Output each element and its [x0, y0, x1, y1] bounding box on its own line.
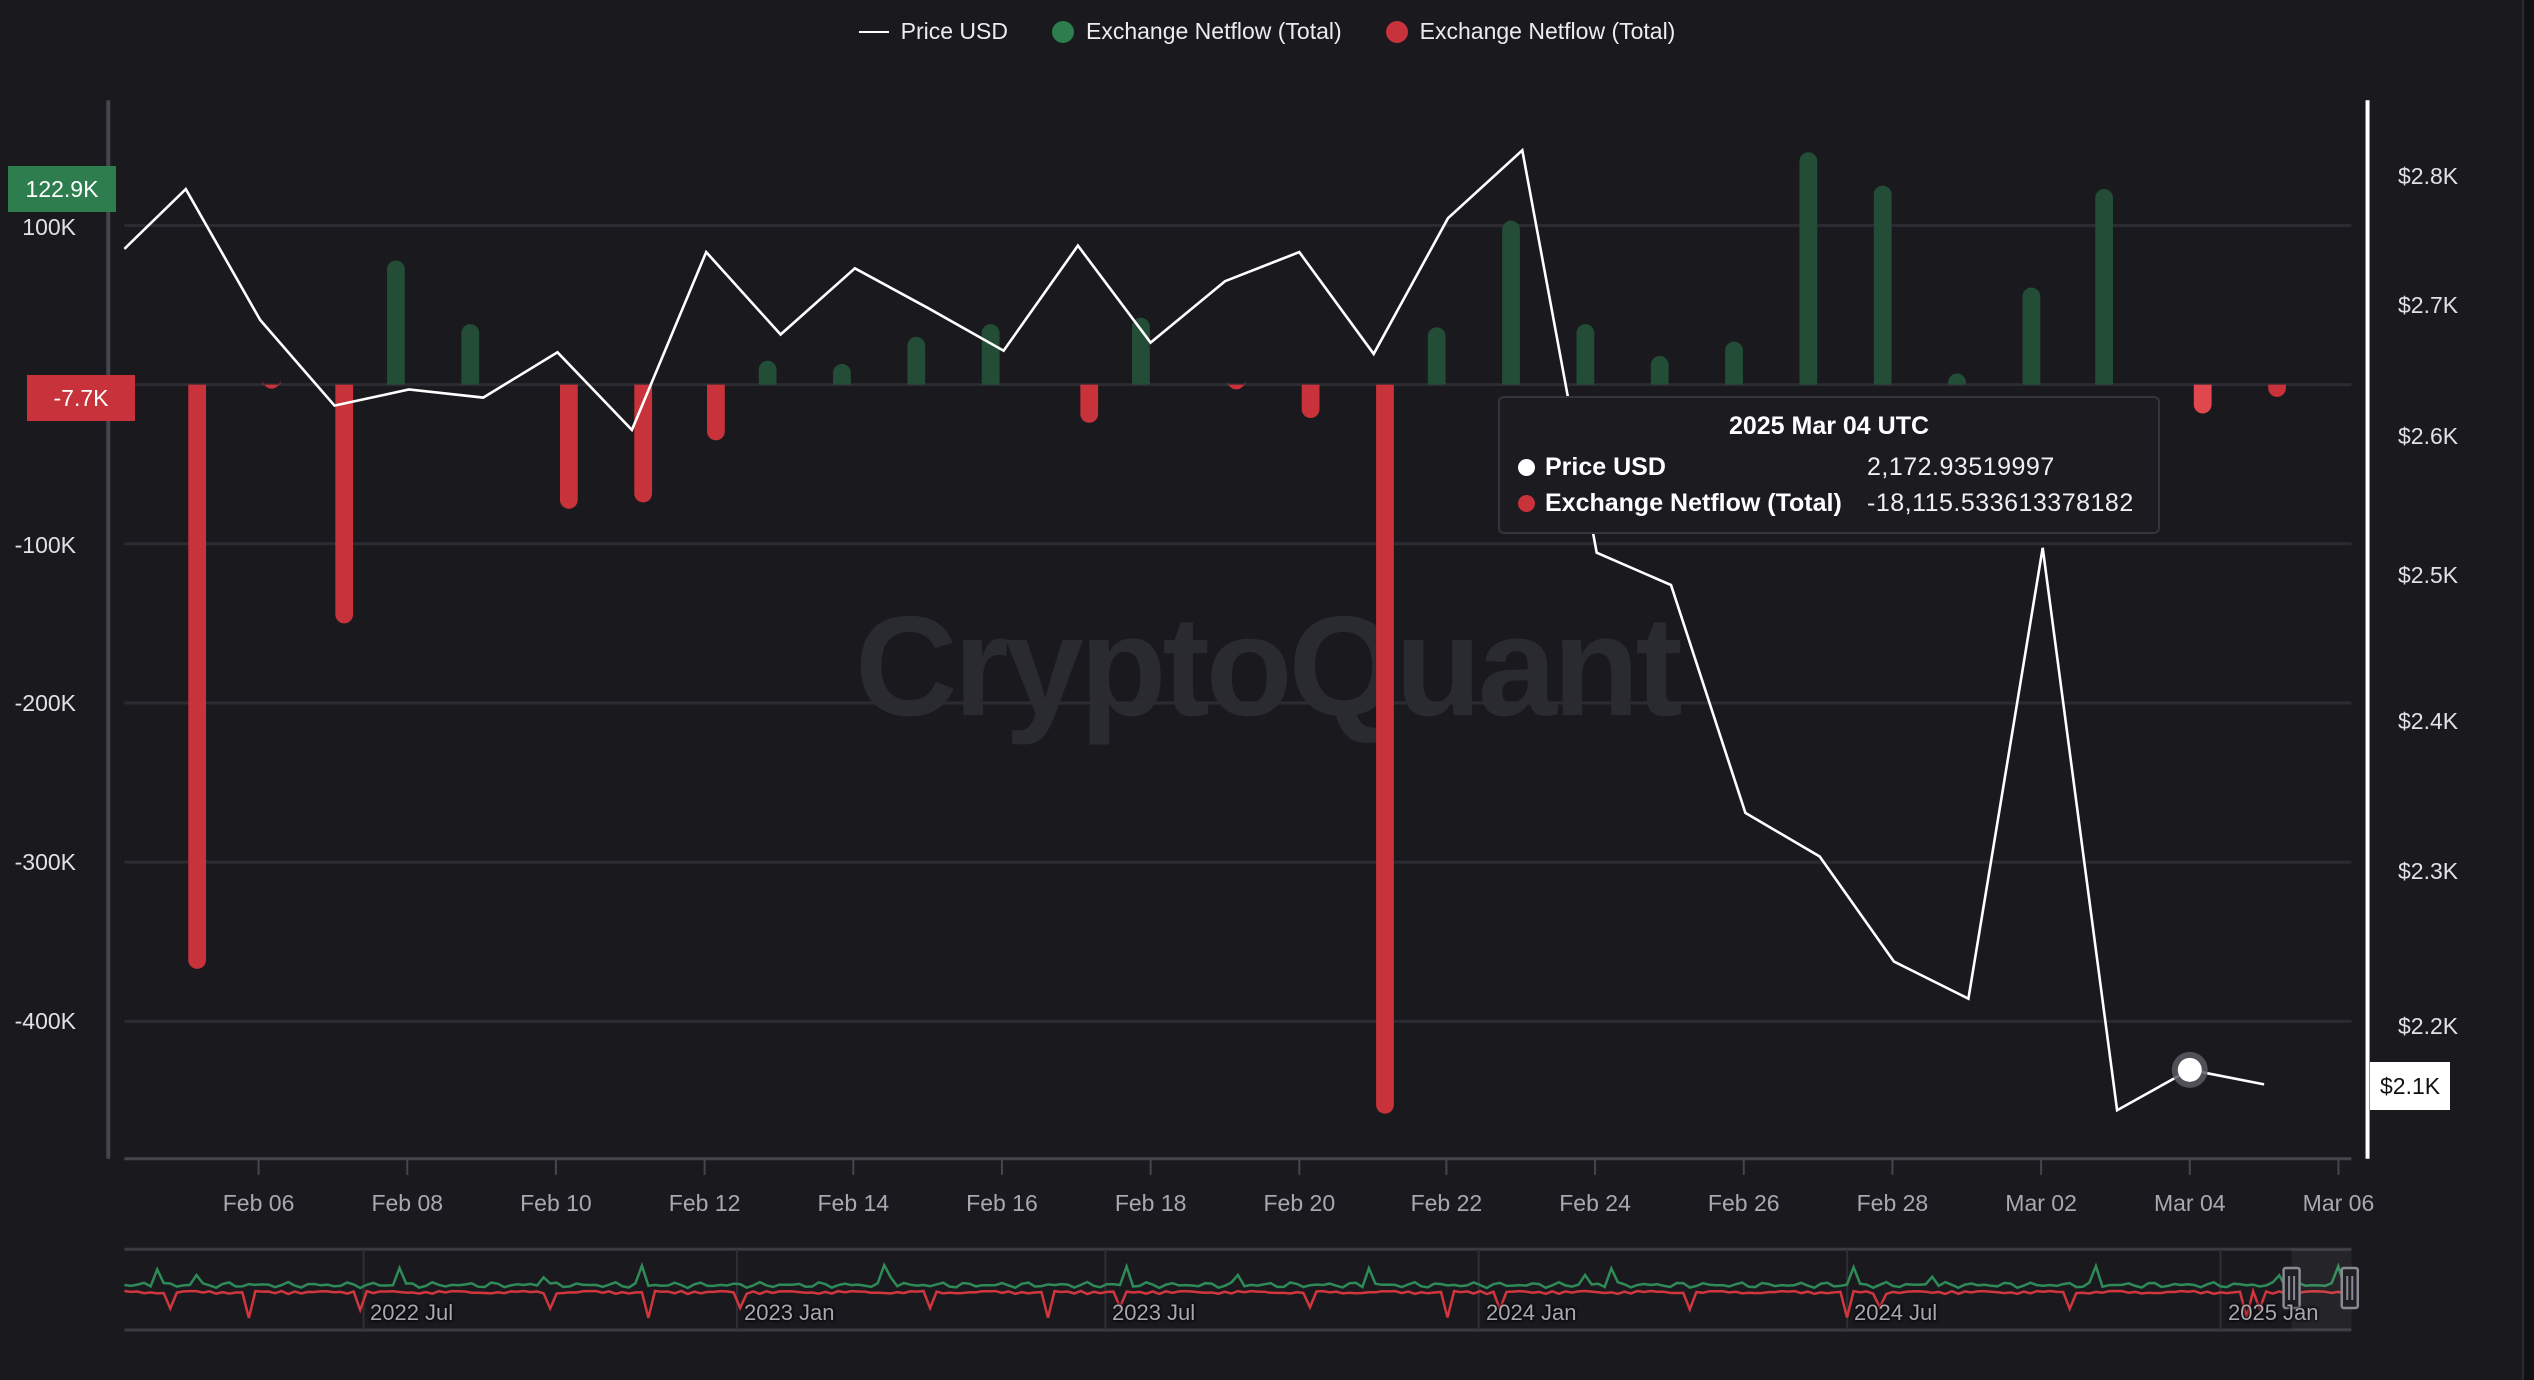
navigator-label: 2025 Jan: [2228, 1300, 2319, 1325]
window-edge: [2522, 0, 2534, 1380]
x-tick-label: Feb 12: [668, 1190, 741, 1216]
x-tick-label: Feb 24: [1559, 1190, 1631, 1216]
navigator-label: 2023 Jan: [744, 1300, 835, 1325]
legend-label: Exchange Netflow (Total): [1085, 18, 1342, 44]
price-line[interactable]: [123, 147, 2265, 1113]
netflow-bar-positive[interactable]: [758, 360, 777, 385]
x-tick-label: Feb 10: [520, 1190, 592, 1216]
legend-item-price[interactable]: Price USD: [858, 18, 1008, 45]
netflow-bar-positive[interactable]: [833, 363, 851, 385]
white-dot-icon: [1518, 458, 1535, 476]
navigator-handle[interactable]: [2340, 1266, 2360, 1310]
tooltip-row-price: Price USD 2,172.93519997: [1518, 449, 2140, 485]
y-right-tick: $2.4K: [2398, 708, 2459, 734]
x-tick-label: Feb 06: [222, 1190, 295, 1216]
tooltip-series-name: Exchange Netflow (Total): [1545, 488, 1842, 517]
red-dot-icon: [1385, 20, 1408, 43]
netflow-bar-negative[interactable]: [1227, 380, 1246, 390]
price-current-badge: $2.1K: [2370, 1062, 2451, 1110]
netflow-bar-positive[interactable]: [2022, 287, 2041, 385]
netflow-bar-positive[interactable]: [2095, 188, 2114, 385]
tooltip-row-netflow: Exchange Netflow (Total) -18,115.5336133…: [1518, 485, 2140, 521]
x-tick-label: Feb 14: [817, 1190, 890, 1216]
green-dot-icon: [1051, 20, 1074, 43]
tooltip-series-value: 2,172.93519997: [1867, 452, 2055, 481]
netflow-bar-positive[interactable]: [981, 324, 1000, 385]
navigator-label: 2022 Jul: [370, 1300, 454, 1325]
netflow-bar-negative[interactable]: [1301, 384, 1320, 419]
tooltip-title: 2025 Mar 04 UTC: [1728, 412, 1930, 440]
netflow-bar-positive[interactable]: [1502, 220, 1520, 385]
netflow-bar-negative[interactable]: [1080, 384, 1099, 423]
netflow-bar-negative[interactable]: [2193, 384, 2212, 414]
netflow-bar-positive[interactable]: [387, 260, 405, 385]
navigator-series-negative: [124, 1287, 2352, 1319]
netflow-current-badge: -7.7K: [27, 375, 135, 421]
y-left-tick: -100K: [14, 532, 76, 558]
netflow-bar-negative[interactable]: [335, 384, 354, 624]
netflow-max-badge: 122.9K: [8, 166, 116, 212]
x-tick-label: Feb 18: [1114, 1190, 1187, 1216]
netflow-bar-positive[interactable]: [1725, 341, 1743, 385]
navigator-handle[interactable]: [2282, 1266, 2301, 1310]
netflow-bar-positive[interactable]: [1427, 327, 1446, 385]
y-right-tick: $2.8K: [2398, 163, 2459, 189]
x-tick-label: Feb 26: [1707, 1190, 1780, 1216]
chart-legend: Price USD Exchange Netflow (Total) Excha…: [0, 18, 2534, 45]
netflow-bar-negative[interactable]: [559, 384, 578, 509]
y-right-tick: $2.6K: [2398, 423, 2459, 449]
y-right-tick: $2.7K: [2398, 292, 2459, 318]
netflow-bar-positive[interactable]: [1650, 356, 1669, 385]
netflow-bar-negative[interactable]: [707, 384, 725, 441]
netflow-bar-negative[interactable]: [188, 384, 207, 969]
x-tick-label: Mar 02: [2005, 1190, 2077, 1216]
netflow-bar-positive[interactable]: [907, 336, 926, 385]
line-swatch-icon: [858, 30, 889, 33]
x-tick-label: Feb 08: [371, 1190, 444, 1216]
legend-label: Exchange Netflow (Total): [1419, 18, 1676, 44]
netflow-bar-positive[interactable]: [1799, 152, 1818, 385]
netflow-bar-negative[interactable]: [2268, 384, 2286, 397]
hover-point-marker[interactable]: [2177, 1057, 2202, 1082]
netflow-bar-negative[interactable]: [1376, 384, 1394, 1114]
y-left-tick: -400K: [14, 1008, 76, 1034]
tooltip-series-name: Price USD: [1545, 452, 1666, 481]
x-tick-label: Feb 16: [966, 1190, 1038, 1216]
x-tick-label: Feb 28: [1856, 1190, 1929, 1216]
navigator-label: 2024 Jul: [1854, 1300, 1938, 1325]
y-left-tick: -200K: [14, 690, 76, 716]
red-dot-icon: [1518, 494, 1535, 512]
netflow-bar-positive[interactable]: [1576, 324, 1595, 385]
navigator-label: 2023 Jul: [1112, 1300, 1196, 1325]
netflow-bar-negative[interactable]: [262, 379, 281, 389]
y-left-tick: 100K: [22, 214, 76, 240]
netflow-bar-positive[interactable]: [461, 324, 480, 385]
y-right-tick: $2.3K: [2398, 858, 2459, 884]
legend-label: Price USD: [900, 18, 1008, 44]
netflow-bar-positive[interactable]: [1948, 373, 1966, 385]
legend-item-netflow-positive[interactable]: Exchange Netflow (Total): [1051, 18, 1342, 45]
legend-item-netflow-negative[interactable]: Exchange Netflow (Total): [1385, 18, 1676, 45]
tooltip-series-value: -18,115.533613378182: [1867, 488, 2134, 517]
x-tick-label: Mar 04: [2153, 1190, 2226, 1216]
x-tick-label: Feb 20: [1263, 1190, 1336, 1216]
chart-tooltip: 2025 Mar 04 UTC Price USD 2,172.93519997…: [1498, 396, 2160, 534]
navigator-series-positive: [124, 1261, 2352, 1290]
y-right-tick: $2.2K: [2398, 1013, 2459, 1039]
y-right-tick: $2.5K: [2398, 562, 2459, 588]
y-left-tick: -300K: [14, 849, 76, 875]
navigator-label: 2024 Jan: [1486, 1300, 1577, 1325]
netflow-bar-positive[interactable]: [1873, 185, 1892, 385]
x-tick-label: Feb 22: [1410, 1190, 1483, 1216]
x-tick-label: Mar 06: [2302, 1190, 2375, 1216]
